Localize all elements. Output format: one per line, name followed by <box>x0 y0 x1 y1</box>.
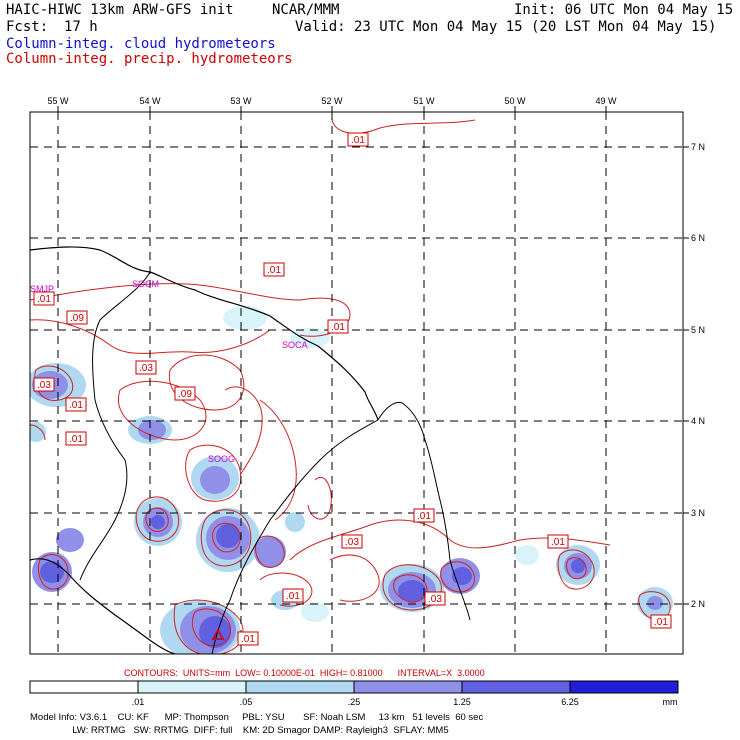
contour-label: .01 <box>327 319 349 334</box>
svg-text:.09: .09 <box>70 313 84 324</box>
colorbar <box>29 680 679 694</box>
station-socm: SOCM <box>132 279 159 289</box>
station-markers: SMJP SOCM SOCA SOOG <box>30 279 308 464</box>
svg-text:.03: .03 <box>37 380 51 391</box>
colorbar-segment <box>245 680 355 694</box>
field-title-cloud: Column-integ. cloud hydrometeors <box>6 36 276 52</box>
map-frame <box>29 111 684 655</box>
colorbar-unit: mm <box>663 697 678 707</box>
lon-label: 49 W <box>595 96 617 106</box>
contour-label: .01 <box>282 588 304 603</box>
contour-label: .01 <box>413 508 435 523</box>
contour-label: .09 <box>174 386 196 401</box>
contour-info: CONTOURS: UNITS=mm LOW= 0.10000E-01 HIGH… <box>124 668 485 678</box>
lat-label: 3 N <box>691 508 705 518</box>
svg-text:.01: .01 <box>417 511 431 522</box>
lat-label: 4 N <box>691 416 705 426</box>
contour-label-group: .01 .01 .01 .09 .03 .03 .09 .01 .01 .01 … <box>33 132 672 646</box>
svg-text:.03: .03 <box>428 594 442 605</box>
lat-label: 7 N <box>691 142 705 152</box>
field-title-precip: Column-integ. precip. hydrometeors <box>6 51 293 67</box>
svg-text:.01: .01 <box>286 591 300 602</box>
lat-label: 5 N <box>691 325 705 335</box>
lon-label: 50 W <box>504 96 526 106</box>
station-soog: SOOG <box>208 454 235 464</box>
colorbar-ticks: .01 .05 .25 1.25 6.25 mm <box>132 697 678 707</box>
lon-label: 51 W <box>413 96 435 106</box>
colorbar-tick: .01 <box>132 697 145 707</box>
contour-label: .01 <box>347 132 369 147</box>
svg-text:.01: .01 <box>241 634 255 645</box>
colorbar-segment <box>461 680 571 694</box>
grid-lines <box>30 112 683 654</box>
svg-text:.03: .03 <box>345 537 359 548</box>
contour-label: .01 <box>65 431 87 446</box>
model-title: HAIC-HIWC 13km ARW-GFS init <box>6 2 234 18</box>
contour-label: .01 <box>33 291 55 306</box>
lat-label: 2 N <box>691 599 705 609</box>
triangle-marker <box>211 628 225 640</box>
contour-label: .01 <box>263 262 285 277</box>
model-info-line1: Model Info: V3.6.1 CU: KF MP: Thompson P… <box>30 712 483 723</box>
lat-label: 6 N <box>691 233 705 243</box>
contour-label: .01 <box>547 534 569 549</box>
svg-text:.01: .01 <box>37 294 51 305</box>
colorbar-segment <box>569 680 679 694</box>
contour-label: .03 <box>135 360 157 375</box>
contour-label: .01 <box>237 631 259 646</box>
station-smjp: SMJP <box>30 284 54 294</box>
svg-text:.01: .01 <box>551 537 565 548</box>
svg-text:.03: .03 <box>139 363 153 374</box>
svg-text:.01: .01 <box>69 434 83 445</box>
colorbar-tick: 6.25 <box>561 697 579 707</box>
svg-text:.09: .09 <box>178 389 192 400</box>
fcst-value: 17 h <box>64 19 98 35</box>
init-time: Init: 06 UTC Mon 04 May 15 <box>514 2 734 18</box>
colorbar-segment <box>29 680 139 694</box>
svg-text:.01: .01 <box>331 322 345 333</box>
colorbar-segment <box>353 680 463 694</box>
lon-label: 53 W <box>230 96 252 106</box>
borders <box>79 271 471 654</box>
contour-label: .09 <box>66 310 88 325</box>
lon-label: 54 W <box>139 96 161 106</box>
colorbar-tick: 1.25 <box>453 697 471 707</box>
colorbar-tick: .25 <box>348 697 361 707</box>
cloud-shading <box>30 306 673 654</box>
station-soca: SOCA <box>282 340 308 350</box>
colorbar-segment <box>137 680 247 694</box>
map-content: SMJP SOCM SOCA SOOG .01 .01 .01 .09 .03 … <box>30 112 683 654</box>
contour-label: .03 <box>341 534 363 549</box>
contour-label: .01 <box>65 397 87 412</box>
contour-label: .03 <box>33 377 55 392</box>
svg-text:.01: .01 <box>654 617 668 628</box>
svg-text:.01: .01 <box>351 135 365 146</box>
colorbar-tick: .05 <box>240 697 253 707</box>
contour-label: .03 <box>424 591 446 606</box>
coastline <box>30 246 379 654</box>
model-info-line2: LW: RRTMG SW: RRTMG DIFF: full KM: 2D Sm… <box>30 725 449 736</box>
tick-marks <box>57 106 689 605</box>
contour-label: .01 <box>650 614 672 629</box>
org-label: NCAR/MMM <box>272 2 340 18</box>
fcst-label: Fcst: <box>6 19 49 35</box>
lat-labels: 7 N 6 N 5 N 4 N 3 N 2 N <box>691 142 705 609</box>
valid-time: Valid: 23 UTC Mon 04 May 15 (20 LST Mon … <box>295 19 717 35</box>
lon-label: 55 W <box>47 96 69 106</box>
lon-label: 52 W <box>321 96 343 106</box>
svg-text:.01: .01 <box>69 400 83 411</box>
svg-text:.01: .01 <box>267 265 281 276</box>
lon-labels: 55 W 54 W 53 W 52 W 51 W 50 W 49 W <box>47 96 617 106</box>
